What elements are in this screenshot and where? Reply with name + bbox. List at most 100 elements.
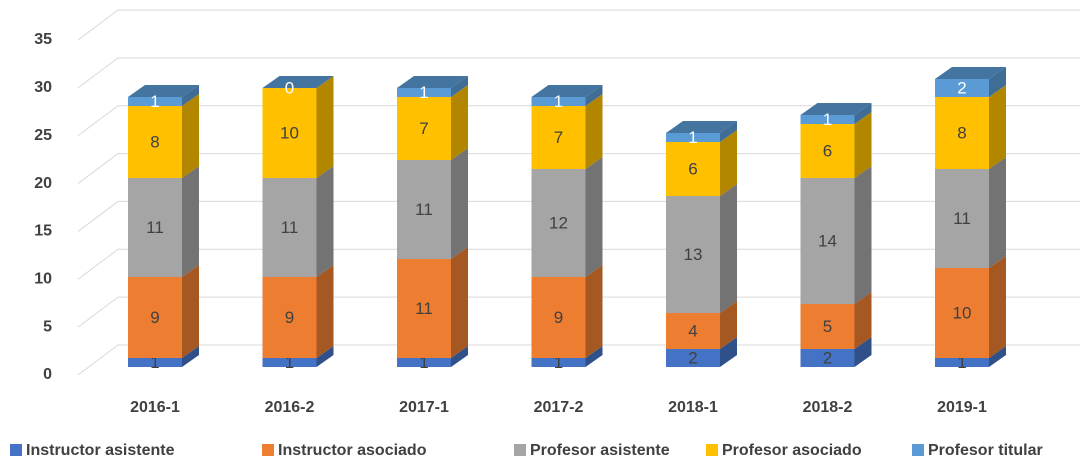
legend-label: Profesor asistente — [530, 442, 670, 459]
data-label: 8 — [150, 132, 159, 151]
grid-line — [77, 200, 1080, 232]
bar-side — [585, 85, 603, 106]
data-label: 12 — [549, 213, 568, 232]
bar-segment — [800, 304, 855, 349]
grid-line — [77, 105, 1080, 137]
data-label: 13 — [684, 245, 703, 264]
bar-side — [182, 265, 199, 358]
data-label: 5 — [823, 317, 832, 336]
bar-segment — [262, 88, 317, 178]
bar-segment — [262, 277, 317, 358]
data-label: 1 — [150, 92, 159, 111]
data-label: 10 — [953, 303, 972, 322]
bar-side — [182, 94, 199, 178]
bar-side — [316, 265, 334, 358]
data-label: 11 — [146, 218, 164, 237]
legend-swatch — [10, 444, 22, 456]
bar-segment — [531, 97, 586, 106]
data-label: 11 — [281, 218, 299, 237]
bar-side — [316, 166, 334, 277]
bar-segment — [666, 196, 720, 313]
data-label: 1 — [554, 353, 563, 372]
data-label: 9 — [285, 308, 294, 327]
bar-segment — [128, 97, 182, 106]
bar-segment — [800, 124, 855, 178]
data-label: 10 — [280, 123, 299, 142]
data-label: 6 — [688, 159, 697, 178]
bar-top — [935, 67, 1006, 79]
y-tick-label: 5 — [43, 318, 52, 335]
bar-side — [585, 157, 603, 277]
bar-segment — [397, 259, 451, 358]
y-tick-label: 10 — [34, 271, 52, 288]
bar-segment — [531, 106, 586, 169]
data-label: 11 — [953, 209, 971, 228]
data-label: 7 — [419, 119, 428, 138]
bar-side — [989, 256, 1006, 358]
bar-segment — [800, 349, 855, 367]
x-tick-label: 2018-1 — [668, 399, 718, 416]
bar-segment — [128, 358, 182, 367]
bar-segment — [128, 277, 182, 358]
bar-side — [451, 247, 468, 358]
data-label: 14 — [818, 231, 837, 250]
bar-top — [397, 76, 468, 88]
bar-side — [720, 121, 737, 142]
legend-label: Instructor asistente — [26, 442, 175, 459]
y-tick-label: 0 — [43, 366, 52, 383]
data-label: 8 — [957, 123, 966, 142]
bar-segment — [397, 160, 451, 259]
bar-segment — [935, 79, 989, 97]
y-tick-label: 15 — [34, 223, 52, 240]
bar-side — [451, 76, 468, 97]
grid-line — [77, 248, 1080, 280]
data-label: 1 — [419, 353, 428, 372]
bar-side — [451, 148, 468, 259]
data-label: 2 — [957, 78, 966, 97]
legend-label: Profesor titular — [928, 442, 1043, 459]
grid-line — [77, 153, 1080, 184]
legend-label: Instructor asociado — [278, 442, 427, 459]
bar-side — [989, 85, 1006, 169]
bar-side — [720, 301, 737, 349]
bar-side — [316, 346, 334, 367]
x-tick-label: 2017-2 — [534, 399, 584, 416]
bar-top — [666, 121, 737, 133]
data-label: 0 — [285, 78, 294, 97]
data-label: 1 — [688, 128, 697, 147]
data-label: 1 — [554, 92, 563, 111]
x-tick-label: 2017-1 — [399, 399, 449, 416]
bar-segment — [531, 358, 586, 367]
bar-segment — [262, 178, 317, 277]
x-tick-label: 2016-1 — [130, 399, 180, 416]
y-tick-label: 20 — [34, 175, 52, 192]
bar-side — [720, 184, 737, 313]
bar-segment — [666, 142, 720, 196]
bar-side — [585, 265, 603, 358]
bar-segment — [935, 169, 989, 268]
bar-side — [854, 112, 872, 178]
bar-top — [128, 85, 199, 97]
bar-segment — [128, 106, 182, 178]
bar-side — [182, 346, 199, 367]
bar-side — [451, 85, 468, 160]
data-label: 6 — [823, 141, 832, 160]
bar-side — [854, 292, 872, 349]
bar-segment — [935, 358, 989, 367]
bar-side — [182, 85, 199, 106]
bar-side — [451, 346, 468, 367]
bar-side — [854, 103, 872, 124]
bar-segment — [800, 178, 855, 304]
data-label: 7 — [554, 128, 563, 147]
bar-side — [989, 67, 1006, 97]
grid-line — [77, 344, 1080, 376]
bar-side — [316, 76, 334, 178]
grid-line — [77, 296, 1080, 328]
data-label: 1 — [957, 353, 966, 372]
bar-segment — [397, 88, 451, 97]
grid-line — [77, 9, 1080, 41]
bar-top — [262, 76, 334, 88]
x-tick-label: 2019-1 — [937, 399, 987, 416]
y-tick-label: 25 — [34, 127, 52, 144]
